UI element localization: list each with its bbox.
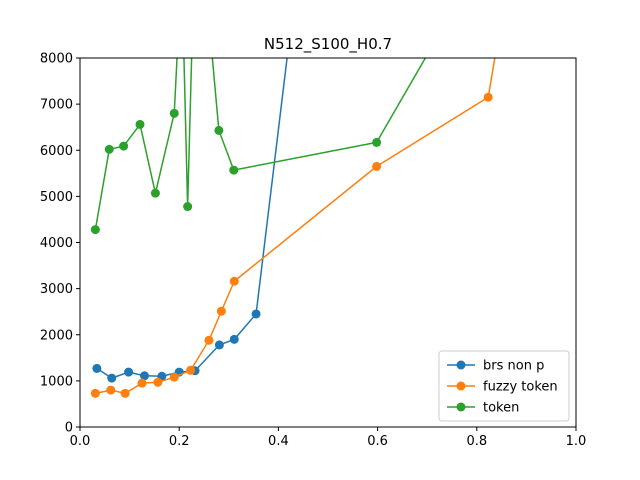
data-point (120, 388, 130, 398)
series-fuzzy-token (90, 58, 496, 398)
series-line (94, 58, 427, 230)
data-point (183, 202, 193, 212)
y-tick-label: 7000 (40, 98, 73, 113)
data-point (107, 373, 117, 383)
data-point (216, 306, 226, 316)
data-point (372, 161, 382, 171)
x-tick-label: 0.6 (367, 434, 388, 449)
data-point (372, 137, 382, 147)
legend-entry: brs non p (447, 359, 544, 374)
y-tick-label: 3000 (40, 282, 73, 297)
legend: brs non p fuzzy token token (438, 350, 570, 422)
data-point (150, 188, 160, 198)
data-point (251, 309, 261, 319)
data-point (153, 377, 163, 387)
legend-marker (456, 360, 466, 370)
x-tick-label: 0.2 (169, 434, 190, 449)
y-tick-label: 2000 (40, 328, 73, 343)
legend-label: fuzzy token (483, 380, 558, 395)
series-layer (90, 58, 496, 398)
legend-label: token (483, 401, 519, 416)
data-point (135, 119, 145, 129)
legend-label: brs non p (483, 359, 544, 374)
x-tick-label: 0.8 (466, 434, 487, 449)
data-point (186, 365, 196, 375)
x-tick-label: 1.0 (566, 434, 587, 449)
data-point (169, 108, 179, 118)
y-tick-label: 5000 (40, 190, 73, 205)
y-tick-label: 1000 (40, 374, 73, 389)
data-point (92, 363, 102, 373)
legend-entry: token (447, 401, 519, 416)
data-point (124, 367, 134, 377)
y-tick-label: 6000 (40, 144, 73, 159)
data-point (104, 144, 114, 154)
data-point (169, 372, 179, 382)
data-point (137, 378, 147, 388)
data-point (106, 385, 116, 395)
data-point (214, 340, 224, 350)
y-tick-label: 0 (65, 421, 73, 436)
legend-marker (456, 381, 466, 391)
data-point (214, 125, 224, 135)
data-point (229, 165, 239, 175)
data-point (139, 371, 149, 381)
x-tick-label: 0.4 (268, 434, 289, 449)
legend-box (438, 350, 570, 422)
data-point (90, 225, 100, 235)
data-point (229, 276, 239, 286)
axis-layer: 0.0 0.2 0.4 0.6 0.8 1.0 0 1000 2000 3000 4000 5000 6… (40, 52, 586, 450)
x-tick-label: 0.0 (70, 434, 91, 449)
legend-marker (456, 402, 466, 412)
y-tick-label: 8000 (40, 52, 73, 67)
data-point (90, 388, 100, 398)
data-point (483, 92, 493, 102)
data-point (204, 335, 214, 345)
series-token (90, 58, 427, 235)
data-point (229, 334, 239, 344)
legend-entry: fuzzy token (447, 380, 558, 395)
y-tick-label: 4000 (40, 236, 73, 251)
chart-title: N512_S100_H0.7 (264, 35, 392, 54)
data-point (119, 141, 129, 151)
